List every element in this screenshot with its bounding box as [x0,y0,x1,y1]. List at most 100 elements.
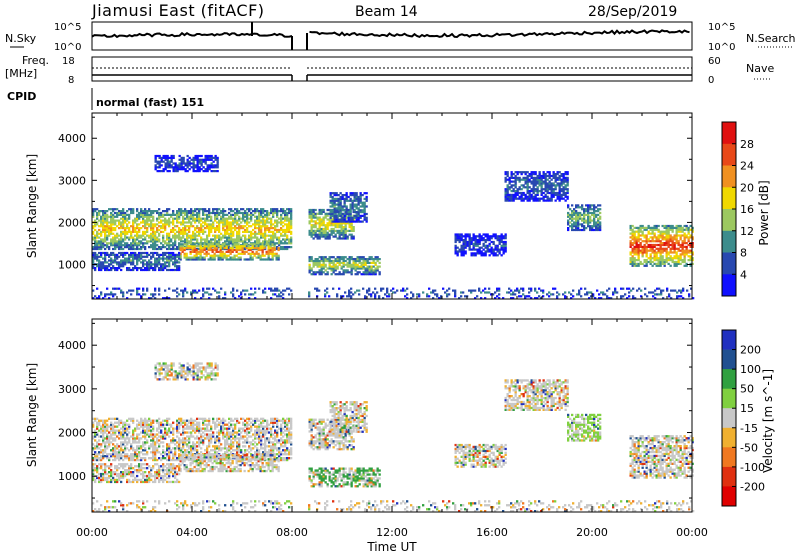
power-cell [328,218,331,221]
power-cell [524,176,527,179]
power-cell [566,188,569,191]
power-cell [204,223,207,226]
power-cell [124,238,127,241]
power-cell [512,176,515,179]
velocity-cell [102,441,105,444]
power-cell [186,158,189,161]
power-cell [520,195,523,198]
power-cell [564,195,567,198]
power-cell [328,267,331,270]
power-cell [333,216,336,219]
power-cell [100,210,103,213]
power-cell [675,257,678,260]
power-cell [209,248,212,252]
power-cell [233,258,236,261]
power-cell [316,235,319,238]
power-cell [276,236,279,239]
power-cell [577,204,580,207]
power-cell [681,242,684,245]
power-cell [343,197,346,200]
power-cell [152,247,155,251]
power-cell [203,245,206,248]
power-cell [217,258,220,261]
power-cell [681,245,684,248]
power-cell [166,213,169,216]
power-cell [114,227,117,230]
power-cell [132,208,135,211]
power-cell [282,247,285,251]
power-cell [659,236,662,239]
power-cell [374,261,377,264]
power-cell [357,207,360,210]
power-cell [320,227,323,231]
power-cell [358,259,361,263]
power-cell [172,244,175,247]
power-cell [334,273,337,276]
power-cell [583,225,586,228]
power-cell [470,239,473,242]
power-cell [168,268,171,272]
power-cell [643,228,646,231]
power-cell [544,188,547,191]
power-cell [510,199,513,202]
power-cell [254,236,257,239]
power-cell [665,260,668,264]
power-cell [262,289,265,292]
power-cell [213,247,216,250]
power-cell [136,219,139,222]
power-cell [374,271,377,274]
power-cell [330,269,333,272]
power-cell [586,293,589,296]
power-cell [504,171,507,174]
velocity-cell [96,443,99,446]
power-cell [522,186,525,189]
velocity-cell [92,447,95,450]
power-cell [204,240,207,243]
y-tick-label: 3000 [58,174,86,187]
power-cell [100,240,103,243]
power-cell [462,235,465,238]
power-cell [689,251,692,254]
power-cell [224,223,227,226]
power-cell [240,297,243,300]
power-cell [643,234,646,237]
power-cell [124,263,127,266]
power-cell [355,197,358,200]
power-cell [376,269,379,272]
power-cell [204,217,207,220]
power-cell [221,252,224,255]
power-cell [226,230,229,233]
power-cell [166,244,169,247]
power-cell [188,168,191,171]
power-cell [256,208,259,211]
power-cell [648,291,651,294]
power-cell [178,168,181,171]
power-cell [202,208,205,211]
power-cell [168,236,171,239]
power-cell [274,211,277,215]
power-cell [174,265,177,268]
power-cell [158,293,161,296]
power-cell [238,230,241,233]
power-cell [365,216,368,219]
power-cell [534,182,537,185]
power-cell [244,247,247,251]
power-cell [230,210,233,213]
power-cell [330,267,333,270]
power-cell [329,211,332,214]
power-cell [243,243,246,246]
power-cell [126,227,129,230]
power-cell [364,259,367,263]
power-cell [178,234,181,237]
power-cell [195,258,198,261]
power-cell [168,242,171,245]
power-cell [498,242,501,245]
power-cell [136,259,139,262]
velocity-cell [96,447,99,450]
power-cell [210,211,213,215]
power-cell [195,248,198,252]
power-cell [244,211,247,215]
power-cell [530,176,533,179]
power-cell [560,182,563,185]
power-cell [546,186,549,189]
